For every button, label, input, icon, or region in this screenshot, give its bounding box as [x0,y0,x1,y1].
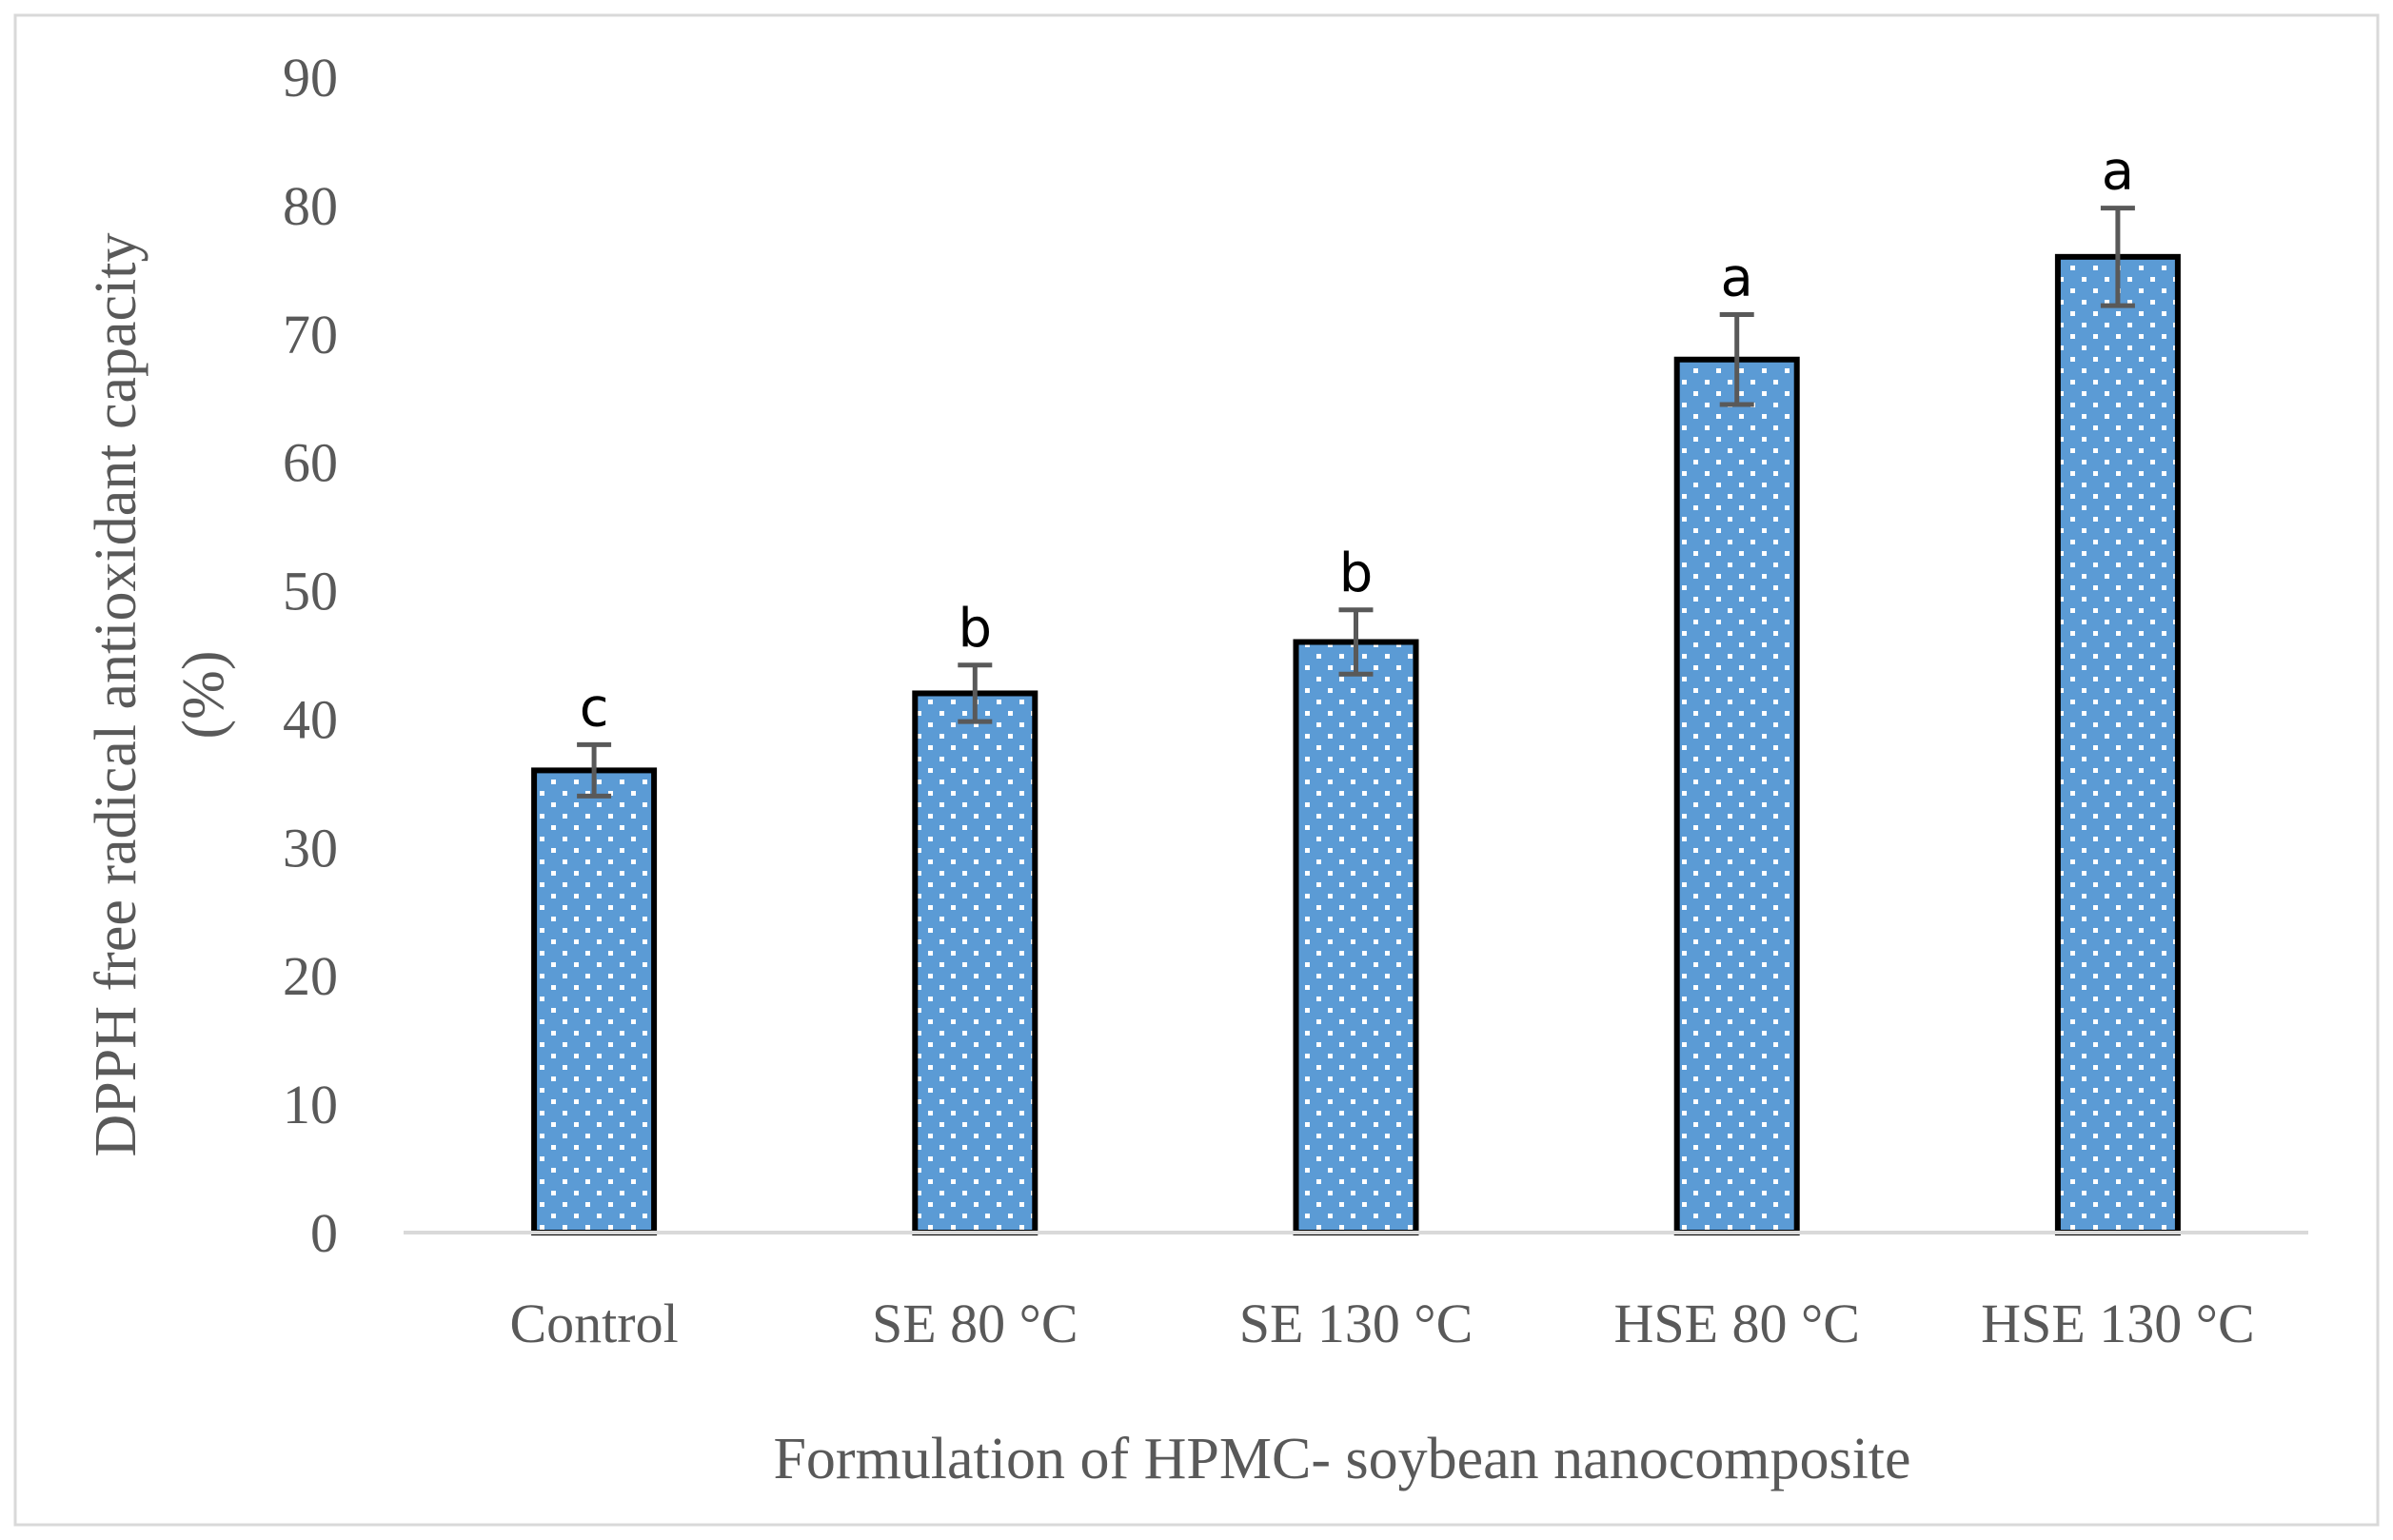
x-tick-label: SE 80 °C [872,1293,1078,1354]
y-tick-label: 50 [283,561,338,622]
x-tick-label: HSE 130 °C [1981,1293,2254,1354]
significance-letter: a [2102,141,2134,203]
y-tick-label: 60 [283,432,338,494]
y-tick-label: 80 [283,175,338,237]
chart-border [13,13,2380,1527]
significance-letter: a [1721,247,1753,309]
y-tick-label: 70 [283,304,338,365]
y-axis-title-line-2: (%) [171,651,236,740]
bar [531,767,658,1236]
bar [2054,253,2181,1235]
y-tick-label: 40 [283,688,338,750]
y-tick-label: 10 [283,1074,338,1135]
y-tick-label: 20 [283,945,338,1007]
y-tick-label: 90 [283,47,338,109]
y-tick-label: 0 [310,1202,338,1264]
error-bar [2100,206,2135,308]
bar [1293,639,1419,1235]
error-bar [1719,312,1754,407]
x-tick-label: SE 130 °C [1239,1293,1473,1354]
significance-letter: b [959,598,993,660]
y-tick-label: 30 [283,817,338,879]
bars-group: c b b a a [531,141,2181,1236]
error-bar [1338,607,1374,677]
y-axis-title: DPPH free radical antioxidant capacity (… [84,233,236,1157]
error-bar [577,741,612,799]
x-tick-label: Control [509,1293,678,1354]
significance-letter: c [580,677,609,739]
error-bar [958,662,993,724]
y-axis-title-line-1: DPPH free radical antioxidant capacity [84,233,148,1157]
y-axis-ticks: 0 10 20 30 40 50 60 70 80 90 [283,47,338,1264]
x-axis-ticks: Control SE 80 °C SE 130 °C HSE 80 °C HSE 130… [509,1293,2254,1354]
bar [1673,356,1800,1235]
bar [912,690,1038,1235]
x-axis-title: Formulation of HPMC- soybean nanocomposi… [773,1427,1910,1491]
significance-letter: b [1339,543,1374,604]
x-tick-label: HSE 80 °C [1613,1293,1859,1354]
